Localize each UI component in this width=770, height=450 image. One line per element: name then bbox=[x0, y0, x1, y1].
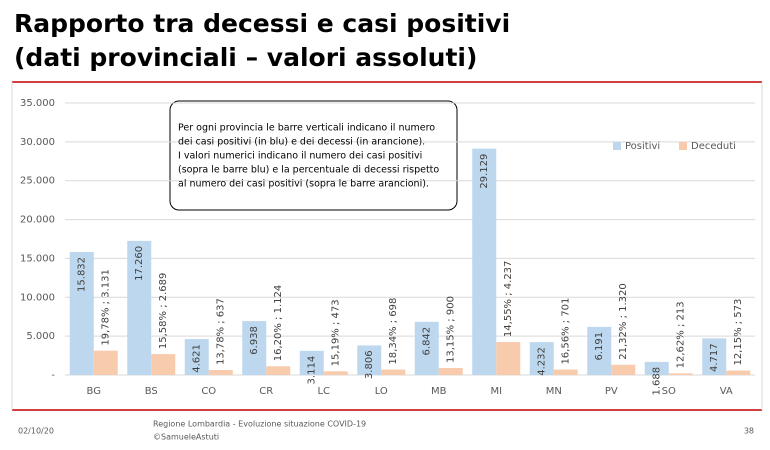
bar bbox=[438, 368, 463, 375]
bar bbox=[553, 369, 578, 375]
bar bbox=[668, 373, 693, 375]
annotation-text: dei casi positivi (in blu) e dei decessi… bbox=[178, 137, 425, 148]
value-label: 15,19% ; 473 bbox=[331, 299, 342, 366]
x-tick-label: VA bbox=[720, 386, 733, 397]
bar bbox=[611, 364, 636, 375]
annotation-box bbox=[169, 100, 458, 211]
y-tick-label: 30.000 bbox=[20, 137, 55, 148]
x-tick-label: LC bbox=[317, 386, 330, 397]
slide-title: Rapporto tra decessi e casi positivi bbox=[14, 9, 510, 38]
value-label: 3.114 bbox=[307, 356, 318, 385]
bar bbox=[529, 342, 554, 375]
value-label: 4.232 bbox=[537, 347, 548, 376]
bar bbox=[702, 338, 727, 375]
bar bbox=[472, 148, 497, 375]
x-tick-label: PV bbox=[605, 386, 618, 397]
bar bbox=[414, 321, 439, 375]
bar bbox=[299, 350, 324, 375]
annotation-text: Per ogni provincia le barre verticali in… bbox=[178, 123, 435, 134]
value-label: 19,78% ; 3.131 bbox=[101, 269, 112, 345]
x-tick-label: CR bbox=[259, 386, 273, 397]
y-tick-label: 20.000 bbox=[20, 215, 55, 226]
slide-title: (dati provinciali – valori assoluti) bbox=[14, 43, 477, 72]
value-label: 13,78% ; 637 bbox=[216, 298, 227, 365]
x-tick-label: LO bbox=[375, 386, 388, 397]
value-label: 3.806 bbox=[364, 350, 375, 379]
value-label: 12,15% ; 573 bbox=[733, 299, 744, 366]
value-label: 13,15% ; 900 bbox=[446, 296, 457, 363]
value-label: 12,62% ; 213 bbox=[676, 301, 687, 368]
annotation-text: al numero dei casi positivi (sopra le ba… bbox=[178, 179, 429, 190]
legend-label: Deceduti bbox=[691, 141, 736, 152]
x-tick-label: CO bbox=[201, 386, 216, 397]
y-tick-label: 25.000 bbox=[20, 176, 55, 187]
x-tick-label: MN bbox=[546, 386, 562, 397]
bar bbox=[357, 345, 382, 375]
footer-page: 38 bbox=[744, 427, 754, 436]
y-tick-label: 35.000 bbox=[20, 98, 55, 109]
bar bbox=[127, 240, 152, 375]
x-tick-label: MB bbox=[431, 386, 447, 397]
bar bbox=[587, 326, 612, 375]
value-label: 21,32% ; 1.320 bbox=[618, 283, 629, 359]
value-label: 4.621 bbox=[192, 344, 203, 373]
y-tick-label: - bbox=[51, 370, 55, 381]
value-label: 4.717 bbox=[709, 343, 720, 372]
value-label: 6.938 bbox=[249, 326, 260, 355]
x-tick-label: SO bbox=[662, 386, 676, 397]
annotation-text: (sopra le barre blu) e la percentuale di… bbox=[178, 165, 439, 176]
bar bbox=[496, 342, 521, 375]
bar bbox=[184, 339, 209, 375]
value-label: 15.832 bbox=[77, 257, 88, 292]
bar bbox=[381, 369, 406, 375]
bar bbox=[208, 370, 233, 375]
bar bbox=[266, 366, 291, 375]
annotation-text: I valori numerici indicano il numero dei… bbox=[178, 151, 422, 162]
value-label: 15,58% ; 2.689 bbox=[158, 273, 169, 349]
value-label: 29.129 bbox=[479, 154, 490, 189]
y-tick-label: 15.000 bbox=[20, 253, 55, 264]
value-label: 1.688 bbox=[652, 367, 663, 396]
legend-swatch bbox=[679, 142, 687, 150]
bar bbox=[93, 350, 118, 375]
bar bbox=[323, 371, 348, 375]
legend-label: Positivi bbox=[625, 141, 660, 152]
bar bbox=[69, 251, 94, 375]
x-tick-label: BG bbox=[87, 386, 101, 397]
value-label: 16,56% ; 701 bbox=[561, 298, 572, 365]
value-label: 18,34% ; 698 bbox=[388, 298, 399, 365]
value-label: 6.842 bbox=[422, 327, 433, 356]
footer-source: ©SamueleAstuti bbox=[153, 433, 219, 442]
value-label: 16,20% ; 1.124 bbox=[273, 285, 284, 361]
bar bbox=[726, 370, 751, 375]
bar bbox=[242, 321, 267, 375]
x-tick-label: BS bbox=[145, 386, 158, 397]
footer-date: 02/10/20 bbox=[18, 427, 54, 436]
bar bbox=[151, 354, 176, 375]
legend-swatch bbox=[613, 142, 621, 150]
value-label: 14,55% ; 4.237 bbox=[503, 261, 514, 337]
y-tick-label: 10.000 bbox=[20, 292, 55, 303]
y-tick-label: 5.000 bbox=[26, 331, 55, 342]
value-label: 17.260 bbox=[134, 246, 145, 281]
footer-source: Regione Lombardia - Evoluzione situazion… bbox=[153, 420, 366, 429]
bar bbox=[644, 361, 669, 375]
x-tick-label: MI bbox=[490, 386, 502, 397]
value-label: 6.191 bbox=[594, 332, 605, 361]
